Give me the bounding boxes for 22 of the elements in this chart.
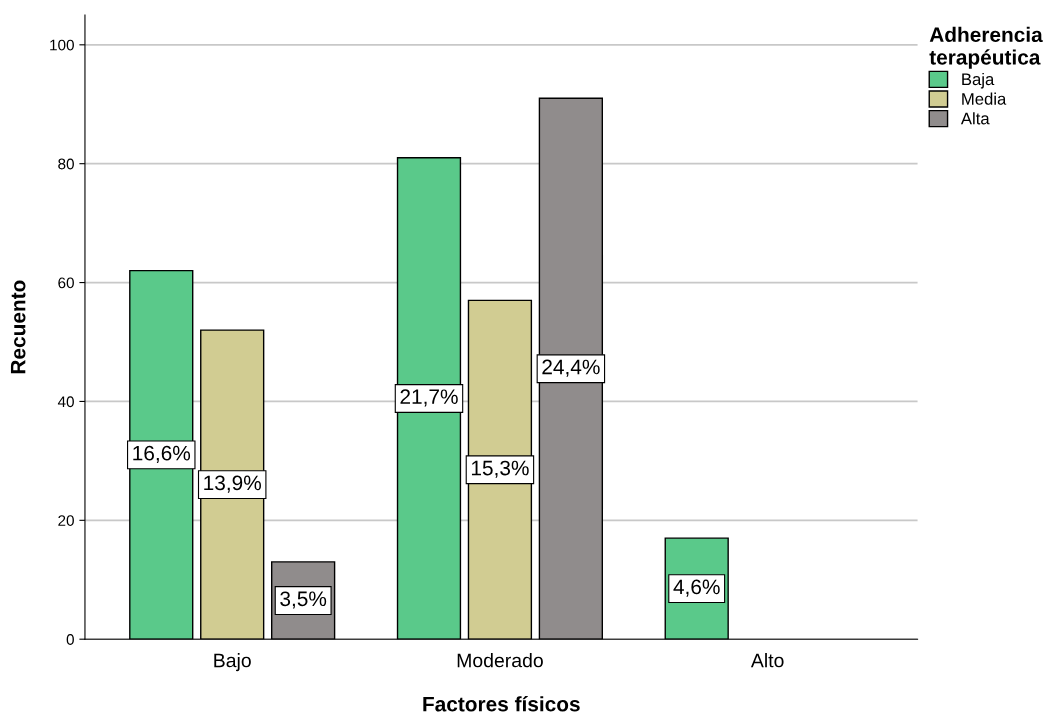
legend-label: Alta bbox=[960, 112, 990, 125]
x-tick-label: Alto bbox=[750, 653, 784, 668]
annotation: 24,4% bbox=[542, 359, 600, 377]
y-tick-label: 40 bbox=[57, 396, 74, 408]
annotation: 13,9% bbox=[204, 475, 261, 493]
legend-label: Baja bbox=[962, 72, 995, 89]
x-tick-label: Bajo bbox=[214, 653, 251, 672]
y-tick-label: 100 bbox=[50, 39, 74, 51]
x-axis-title: Factores físicos bbox=[423, 696, 580, 712]
annotation: 16,6% bbox=[133, 445, 191, 463]
y-axis-title: Recuento bbox=[10, 280, 26, 374]
annotation: 15,3% bbox=[471, 460, 529, 478]
legend-title: Adherencia terapéutica bbox=[929, 26, 1043, 69]
legend-label: Media bbox=[962, 92, 1007, 105]
y-tick-label: 0 bbox=[66, 634, 74, 645]
annotation: 4,6% bbox=[673, 579, 720, 597]
y-tick-label: 60 bbox=[58, 277, 74, 289]
y-tick-label: 80 bbox=[58, 158, 74, 170]
annotation: 21,7% bbox=[400, 389, 458, 407]
y-tick-label: 20 bbox=[58, 515, 74, 526]
annotation: 3,5% bbox=[280, 591, 327, 609]
x-tick-label: Moderado bbox=[457, 653, 543, 668]
